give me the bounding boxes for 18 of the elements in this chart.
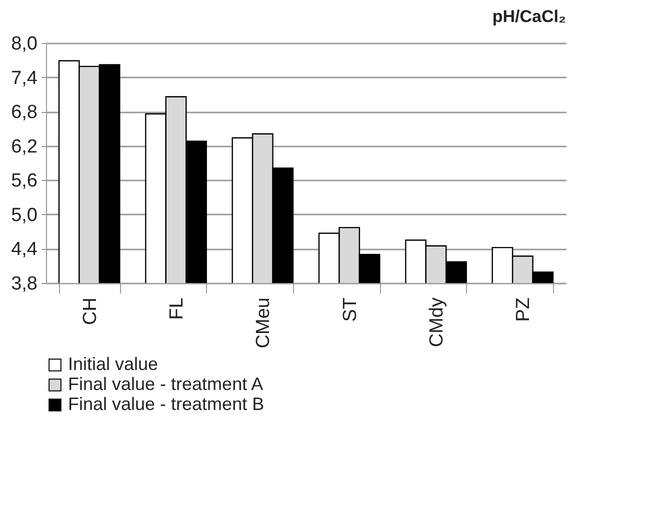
y-tick-label: 5,6 xyxy=(11,170,38,192)
y-tick-label: 3,8 xyxy=(11,274,38,294)
y-tick-label: 7,4 xyxy=(11,68,38,89)
y-tick-label: 6,2 xyxy=(11,136,38,158)
x-tick-label: ST xyxy=(340,297,361,322)
x-tick-label: CMeu xyxy=(253,298,274,348)
legend-label: Final value - treatment A xyxy=(68,374,264,394)
y-tick-label: 6,8 xyxy=(11,102,38,124)
x-tick-label: CH xyxy=(80,298,101,325)
x-tick-label: PZ xyxy=(513,297,534,322)
y-tick-label: 5,0 xyxy=(11,204,38,226)
y-tick-label: 4,4 xyxy=(11,239,38,260)
x-tick-label: CMdy xyxy=(426,297,448,348)
x-tick-label: FL xyxy=(166,298,188,320)
legend-label: Final value - treatment B xyxy=(68,394,264,414)
legend-label: Initial value xyxy=(68,354,158,374)
chart-title: pH/CaCl₂ xyxy=(492,7,566,26)
y-tick-label: 8,0 xyxy=(11,34,38,54)
